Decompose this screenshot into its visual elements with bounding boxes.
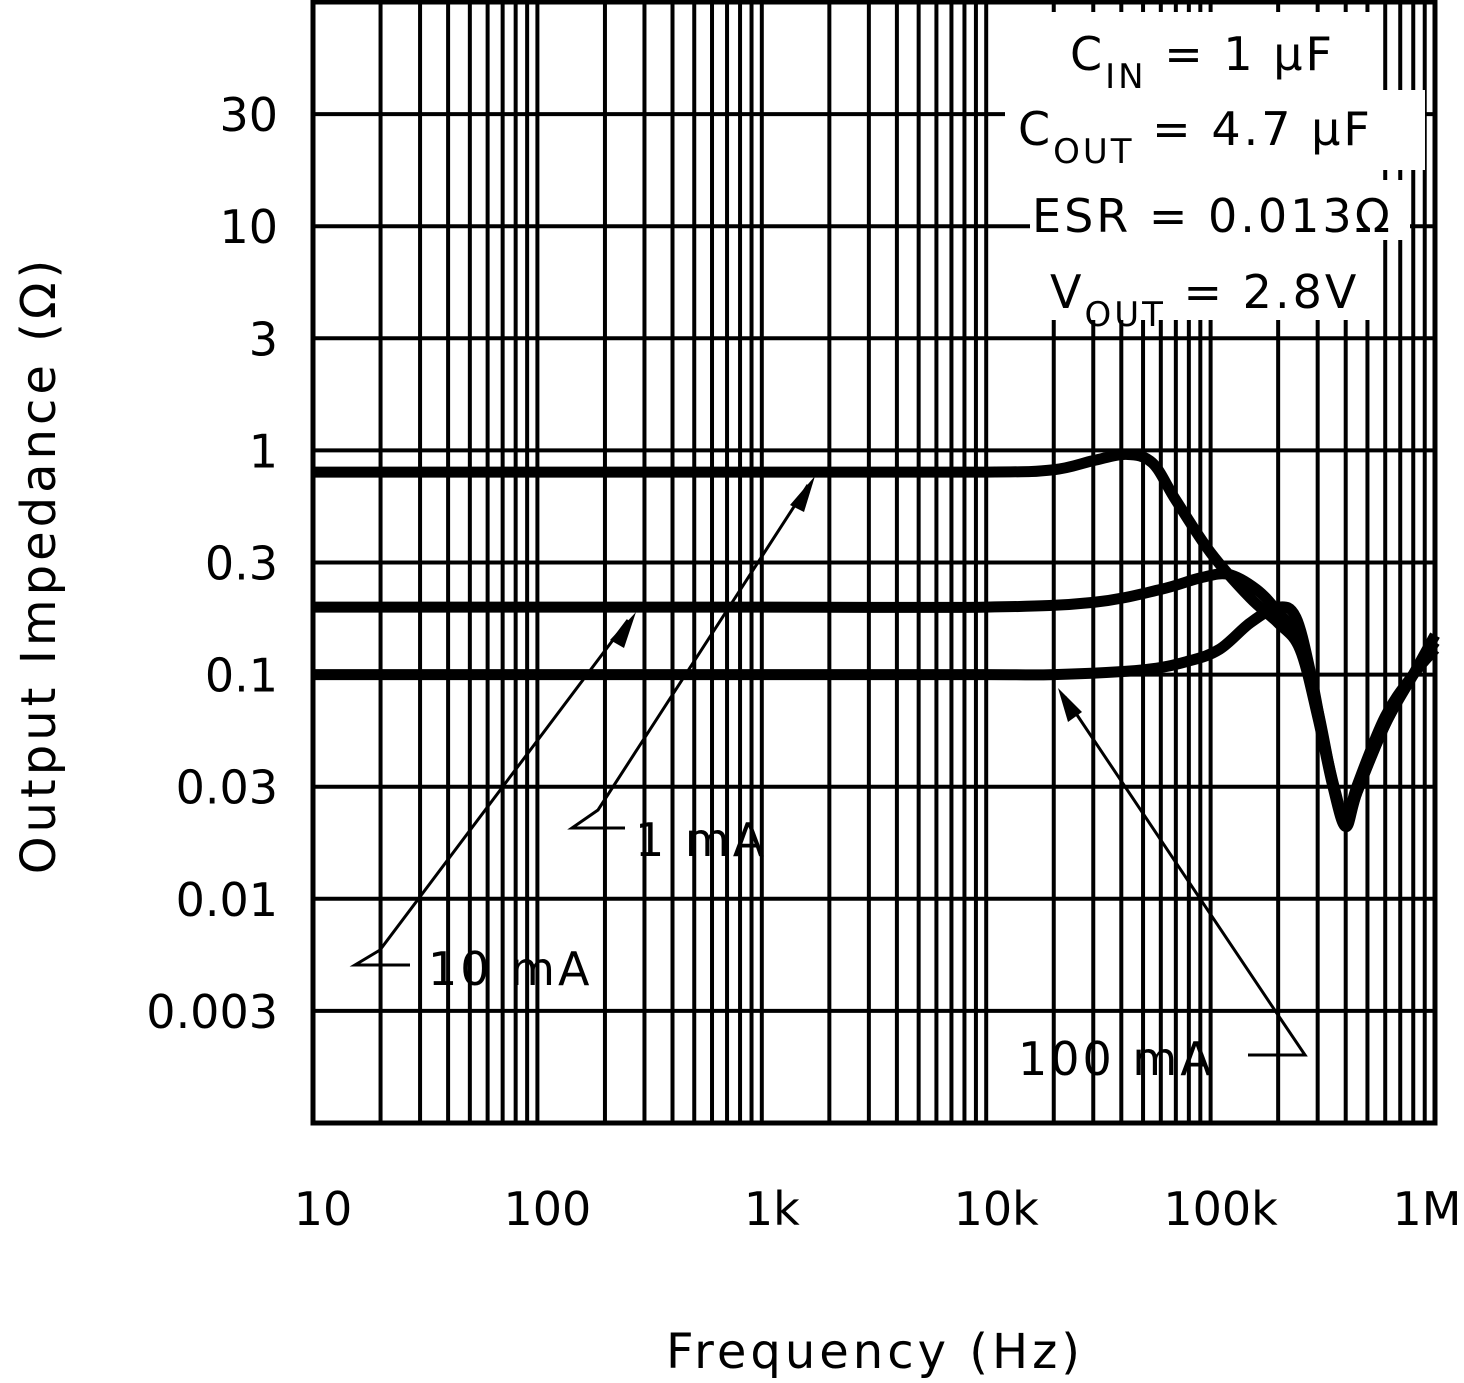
x-axis-label: Frequency (Hz) [666,1324,1084,1380]
annotation-100ma: 100 mA [1018,1032,1215,1086]
series-100ma [312,601,1440,828]
x-tick-label: 10 [294,1182,353,1236]
conditions-box: CIN = 1 µF COUT = 4.7 µF ESR = 0.013Ω VO… [1005,12,1425,335]
cout-label: COUT = 4.7 µF [1018,102,1373,172]
arrowhead-10ma [610,612,636,648]
leader-10ma [349,619,630,967]
leader-100ma [1063,696,1308,1057]
annotation-10ma: 10 mA [428,942,592,996]
y-tick-label: 0.01 [176,873,278,927]
annotations: 10 mA 1 mA 100 mA [349,476,1308,1086]
x-tick-label: 1M [1393,1182,1462,1236]
leader-1ma [567,484,810,830]
y-tick-label: 0.1 [205,649,278,703]
arrowhead-100ma [1058,688,1082,722]
y-tick-label: 30 [219,88,278,142]
annotation-1ma: 1 mA [635,813,767,867]
y-tick-label: 0.03 [176,761,278,815]
plot-frame [310,0,1438,1126]
x-tick-label: 100k [1163,1182,1278,1236]
curves [312,448,1440,833]
cin-label: CIN = 1 µF [1070,27,1335,97]
y-tick-label: 3 [249,312,278,366]
x-tick-label: 1k [744,1182,800,1236]
y-tick-labels: 30 10 3 1 0.3 0.1 0.03 0.01 0.003 [146,88,278,1039]
arrowhead-1ma [790,476,815,512]
y-tick-label: 1 [249,424,278,478]
x-tick-label: 10k [954,1182,1040,1236]
y-tick-label: 0.003 [146,985,278,1039]
x-tick-label: 100 [503,1182,591,1236]
y-tick-label: 10 [219,200,278,254]
vout-label: VOUT = 2.8V [1050,265,1359,335]
series-1ma [313,448,1440,833]
y-axis-label: Output Impedance (Ω) [11,256,67,875]
x-tick-labels: 10 100 1k 10k 100k 1M [294,1182,1462,1236]
esr-label: ESR = 0.013Ω [1032,189,1393,243]
y-tick-label: 0.3 [205,537,278,591]
